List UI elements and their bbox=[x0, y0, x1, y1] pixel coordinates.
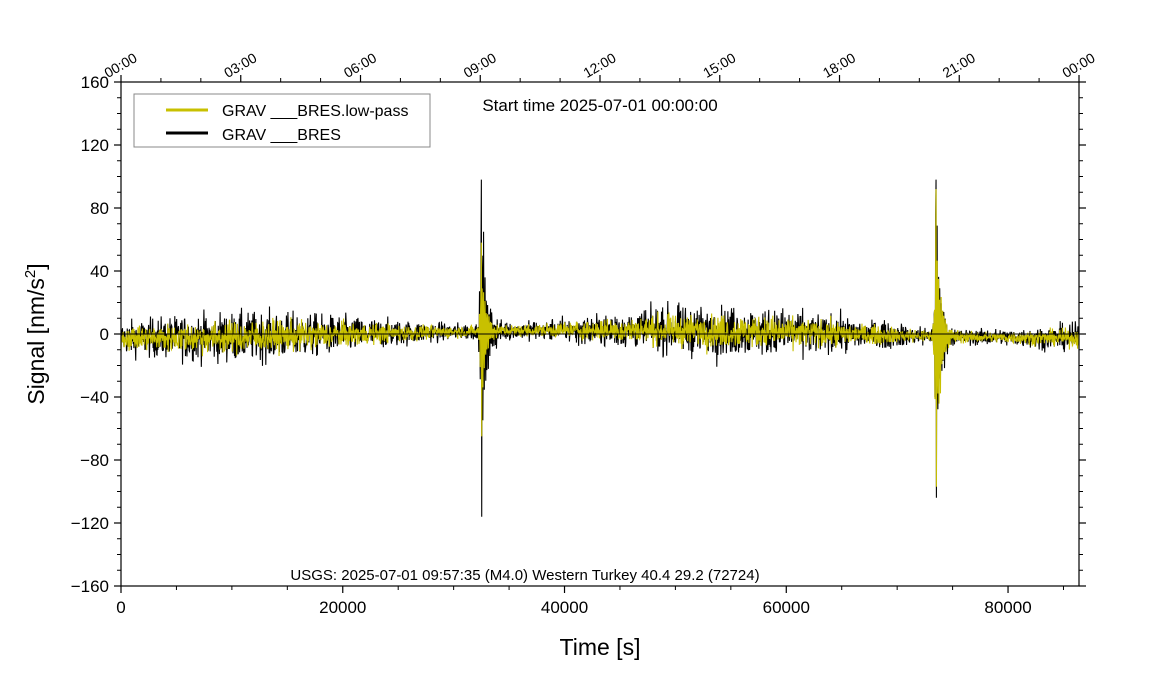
y-tick-label: 120 bbox=[81, 136, 109, 155]
y-tick-label: −40 bbox=[80, 388, 109, 407]
x-tick-label: 20000 bbox=[319, 598, 366, 617]
event-annotation: USGS: 2025-07-01 09:57:35 (M4.0) Western… bbox=[290, 567, 759, 584]
y-tick-label: −80 bbox=[80, 451, 109, 470]
x-tick-label: 40000 bbox=[541, 598, 588, 617]
x-tick-label: 80000 bbox=[984, 598, 1031, 617]
x-tick-label: 60000 bbox=[763, 598, 810, 617]
legend-label-lowpass: GRAV ___BRES.low-pass bbox=[222, 103, 408, 120]
y-tick-label: −160 bbox=[71, 577, 109, 596]
y-tick-label: 0 bbox=[100, 325, 109, 344]
series-layer bbox=[120, 179, 1080, 517]
legend: GRAV ___BRES.low-pass GRAV ___BRES bbox=[133, 93, 431, 148]
x-axis-label: Time [s] bbox=[560, 634, 641, 660]
start-time-label: Start time 2025-07-01 00:00:00 bbox=[482, 96, 717, 115]
y-tick-label: 160 bbox=[81, 73, 109, 92]
series-line-lowpass bbox=[120, 189, 1080, 487]
legend-box bbox=[133, 93, 431, 148]
y-tick-label: 80 bbox=[90, 199, 109, 218]
legend-label-raw: GRAV ___BRES bbox=[222, 127, 341, 144]
y-tick-label: −120 bbox=[71, 514, 109, 533]
y-tick-label: 40 bbox=[90, 262, 109, 281]
y-axis-label: Signal [nm/s2] bbox=[22, 263, 49, 404]
x-tick-label: 0 bbox=[116, 598, 125, 617]
